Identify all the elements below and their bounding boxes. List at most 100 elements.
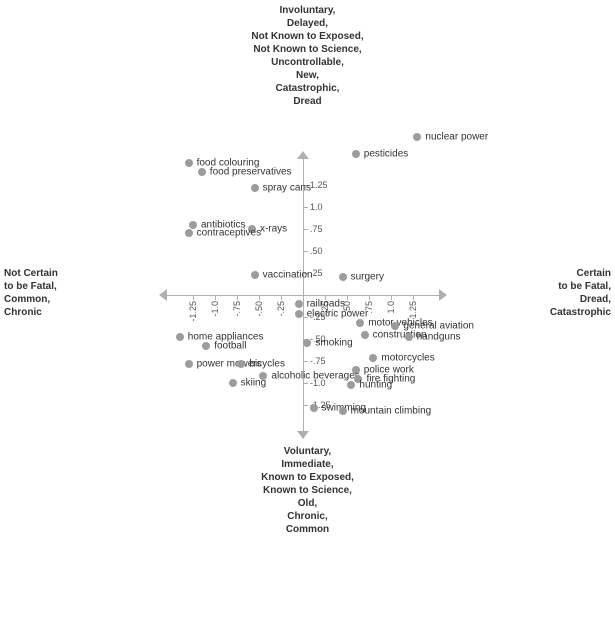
data-point-label: mountain climbing [351,406,432,417]
axis-title-right-line: Dread, [531,293,611,306]
data-point-label: skiing [241,378,267,389]
data-point [237,360,245,368]
data-point-label: pesticides [364,149,408,160]
axis-title-left-line: Common, [4,293,74,306]
data-point-label: spray cans [263,182,311,193]
x-tick [215,295,216,300]
axis-title-left-line: to be Fatal, [4,280,74,293]
data-point [251,184,259,192]
risk-perception-scatter: Involuntary,Delayed,Not Known to Exposed… [0,0,615,625]
y-tick-label: .75 [310,224,323,234]
data-point [202,342,210,350]
data-point [369,354,377,362]
y-tick [303,207,308,208]
x-tick-label: -1.0 [210,301,220,317]
arrowhead-up [297,151,309,159]
axis-title-top-line: Delayed, [0,17,615,30]
axis-title-top-line: Not Known to Exposed, [0,30,615,43]
axis-title-bottom-line: Voluntary, [0,445,615,458]
arrowhead-right [439,289,447,301]
arrowhead-down [297,431,309,439]
x-tick [347,295,348,300]
data-point [251,271,259,279]
data-point-label: hunting [359,379,392,390]
data-point-label: x-rays [260,224,287,235]
axis-title-bottom-line: Old, [0,497,615,510]
axis-title-bottom-line: Known to Exposed, [0,471,615,484]
data-point [185,360,193,368]
data-point [295,300,303,308]
axis-title-bottom-line: Chronic, [0,510,615,523]
data-point-label: surgery [351,272,384,283]
x-tick [391,295,392,300]
x-tick-label: -.50 [254,301,264,317]
y-tick-label: .50 [310,246,323,256]
arrowhead-left [159,289,167,301]
y-tick [303,405,308,406]
axis-title-top-line: New, [0,69,615,82]
data-point [339,273,347,281]
data-point-label: smoking [315,338,352,349]
y-tick [303,229,308,230]
y-axis [303,159,304,432]
y-tick [303,361,308,362]
data-point [405,333,413,341]
data-point-label: motorcycles [381,353,434,364]
data-point [352,150,360,158]
axis-title-bottom-line: Immediate, [0,458,615,471]
data-point-label: alcoholic beverages [271,370,359,381]
axis-title-top-line: Involuntary, [0,4,615,17]
axis-title-left-line: Not Certain [4,267,74,280]
data-point [361,331,369,339]
data-point [339,407,347,415]
data-point [185,229,193,237]
data-point [310,404,318,412]
data-point-label: vaccination [263,269,313,280]
x-tick-label: 1.0 [386,301,396,314]
y-tick-label: 1.0 [310,202,323,212]
data-point-label: nuclear power [425,131,488,142]
axis-title-bottom: Voluntary,Immediate,Known to Exposed,Kno… [0,445,615,536]
axis-title-top-line: Uncontrollable, [0,56,615,69]
x-tick-label: -.25 [276,301,286,317]
data-point [347,381,355,389]
x-tick-label: -1.25 [188,301,198,322]
x-tick-label: 1.25 [408,301,418,319]
axis-title-right-line: Certain [531,267,611,280]
data-point [295,310,303,318]
axis-title-top: Involuntary,Delayed,Not Known to Exposed… [0,4,615,108]
y-tick-label: 1.25 [310,180,328,190]
x-tick-label: -.75 [232,301,242,317]
data-point [413,133,421,141]
data-point-label: railroads [307,298,345,309]
x-tick [237,295,238,300]
data-point [198,168,206,176]
y-tick-label: -.75 [310,356,326,366]
data-point [229,379,237,387]
axis-title-left-line: Chronic [4,306,74,319]
y-tick [303,251,308,252]
x-tick [259,295,260,300]
axis-title-right: Certainto be Fatal,Dread,Catastrophic [531,267,611,319]
x-tick [413,295,414,300]
data-point-label: handguns [417,332,461,343]
axis-title-bottom-line: Known to Science, [0,484,615,497]
data-point [176,333,184,341]
data-point [185,159,193,167]
y-tick [303,383,308,384]
axis-title-bottom-line: Common [0,523,615,536]
x-tick [369,295,370,300]
data-point-label: food preservatives [210,166,292,177]
data-point [356,319,364,327]
x-tick [281,295,282,300]
data-point-label: bicycles [249,358,285,369]
x-tick [193,295,194,300]
axis-title-left: Not Certainto be Fatal,Common,Chronic [4,267,74,319]
axis-title-right-line: to be Fatal, [531,280,611,293]
axis-title-top-line: Catastrophic, [0,82,615,95]
axis-title-top-line: Dread [0,95,615,108]
data-point-label: football [214,341,246,352]
data-point [303,339,311,347]
axis-title-top-line: Not Known to Science, [0,43,615,56]
axis-title-right-line: Catastrophic [531,306,611,319]
